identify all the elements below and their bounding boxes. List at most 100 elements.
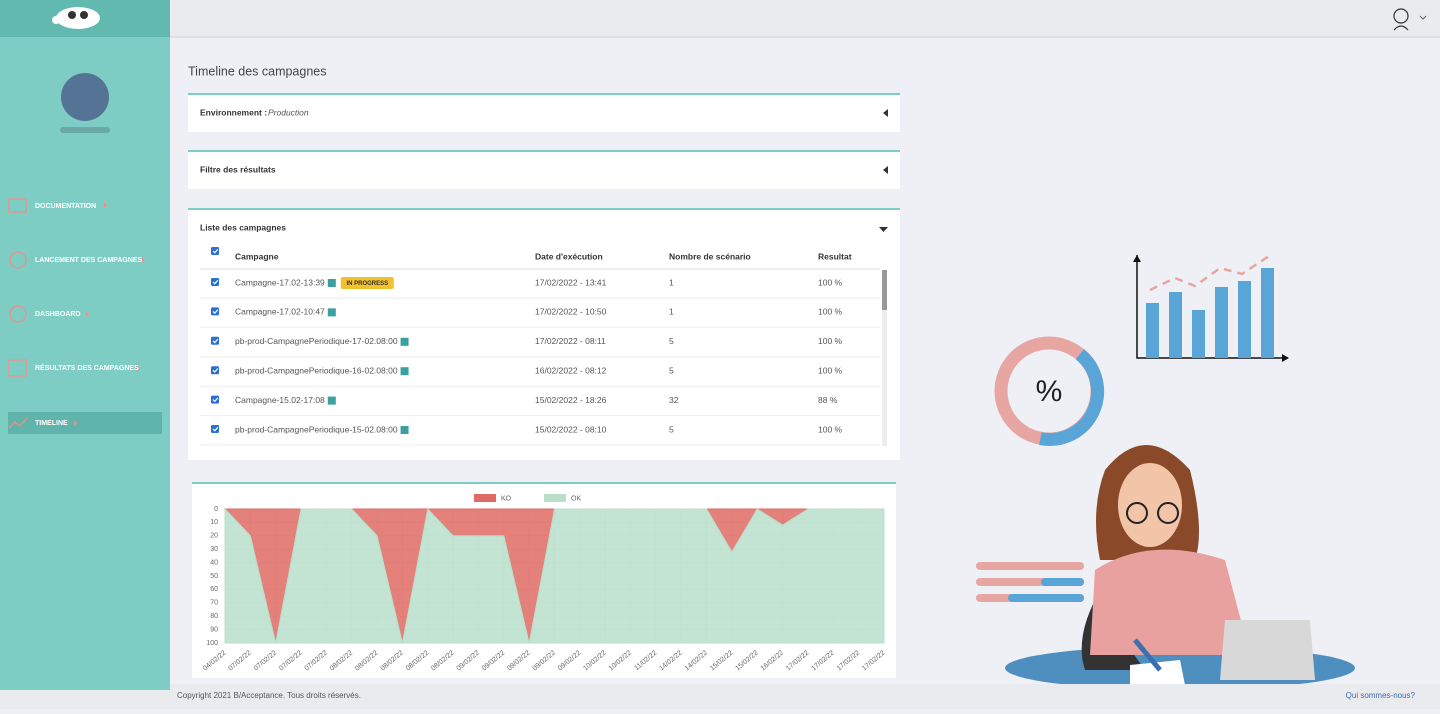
logo[interactable] — [52, 7, 100, 29]
footer — [170, 684, 1440, 709]
checkbox[interactable] — [211, 247, 219, 255]
checkbox-box — [211, 247, 219, 255]
environment-value: Production — [268, 107, 309, 117]
cell: 5 — [669, 365, 674, 375]
menu-icons — [8, 198, 28, 429]
environment-panel[interactable] — [188, 93, 900, 132]
cell: 1 — [669, 277, 674, 287]
cell: 17/02/2022 - 13:41 — [535, 277, 607, 287]
list-title: Liste des campagnes — [200, 222, 286, 232]
campaign-name[interactable]: pb-prod-CampagnePeriodique-15-02.08:00 — [235, 424, 398, 434]
edit-icon[interactable] — [400, 367, 409, 376]
cell: 15/02/2022 - 08:10 — [535, 424, 607, 434]
percent-symbol: % — [1036, 375, 1063, 408]
y-tick-label: 0 — [214, 506, 218, 513]
legend-swatch[interactable] — [544, 494, 566, 502]
user-menu[interactable] — [1393, 8, 1427, 31]
checkbox[interactable] — [211, 307, 219, 316]
menu-item[interactable]: RÉSULTATS DES CAMPAGNES — [35, 363, 139, 372]
edit-icon[interactable] — [400, 337, 409, 346]
campaign-name[interactable]: Campagne-17.02-10:47 — [235, 307, 325, 317]
legend-label[interactable]: KO — [501, 495, 512, 502]
campaign-name[interactable]: pb-prod-CampagnePeriodique-16-02.08:00 — [235, 365, 398, 375]
checkbox-box — [211, 425, 219, 433]
avatar — [61, 73, 109, 121]
cell: 5 — [669, 336, 674, 346]
checkbox[interactable] — [211, 278, 219, 286]
y-tick-label: 40 — [210, 559, 218, 566]
checkbox[interactable] — [211, 366, 219, 375]
legend-label[interactable]: OK — [571, 495, 581, 502]
page-title: Timeline des campagnes — [188, 64, 327, 78]
campaign-table: Campagne Date d'exécution Nombre de scénar… — [200, 247, 880, 446]
edit-icon[interactable] — [327, 279, 336, 287]
checkbox-tick — [212, 426, 219, 432]
status-badge — [340, 277, 394, 289]
y-tick-label: 90 — [210, 626, 218, 633]
cell: 32 — [669, 395, 679, 405]
y-tick-label: 50 — [210, 573, 218, 580]
chart-panel-border — [192, 482, 896, 484]
cell: 100 % — [818, 277, 843, 287]
footer-left — [0, 690, 170, 709]
column-header: Campagne — [235, 251, 279, 261]
top-bar-shadow — [170, 36, 1440, 38]
checkbox-tick — [212, 248, 219, 254]
y-tick-label: 100 — [206, 640, 218, 647]
y-tick-label: 20 — [210, 533, 218, 540]
cell: 100 % — [818, 365, 843, 375]
checkbox[interactable] — [211, 395, 219, 404]
cell: 16/02/2022 - 08:12 — [535, 365, 607, 375]
active-menu-bg — [8, 412, 162, 434]
filter-title: Filtre des résultats — [200, 164, 276, 174]
cell: 17/02/2022 - 10:50 — [535, 307, 607, 317]
menu-arrows — [74, 202, 145, 426]
copyright: Copyright 2021 B/Acceptance. Tous droits… — [177, 691, 361, 700]
column-header: Nombre de scénario — [669, 251, 751, 261]
column-header: Date d'exécution — [535, 251, 603, 261]
edit-icon[interactable] — [400, 426, 409, 434]
checkbox-box — [211, 395, 219, 404]
menu-item[interactable]: DASHBOARD — [35, 311, 81, 318]
y-tick-label: 60 — [210, 586, 218, 593]
list-panel — [188, 208, 900, 460]
column-header: Resultat — [818, 251, 852, 261]
checkbox-box — [211, 366, 219, 375]
checkbox-tick — [212, 279, 219, 285]
checkbox-box — [211, 307, 219, 316]
campaign-name[interactable]: Campagne-17.02-13:39 — [235, 277, 325, 287]
y-tick-label: 70 — [210, 600, 218, 607]
top-bar — [0, 0, 1440, 37]
y-tick-label: 80 — [210, 613, 218, 620]
menu-item[interactable]: LANCEMENT DES CAMPAGNES — [35, 257, 143, 264]
campaign-name[interactable]: pb-prod-CampagnePeriodique-17-02.08:00 — [235, 336, 398, 346]
username-blur — [60, 127, 110, 133]
cell: 17/02/2022 - 08:11 — [535, 336, 606, 346]
checkbox-tick — [212, 368, 219, 373]
checkbox-tick — [212, 338, 219, 344]
checkbox[interactable] — [211, 425, 219, 433]
edit-icon[interactable] — [327, 396, 336, 405]
filter-panel[interactable] — [188, 150, 900, 189]
checkbox-box — [211, 278, 219, 286]
area-series — [224, 507, 885, 644]
cell: 1 — [669, 307, 674, 317]
edit-icon[interactable] — [327, 308, 336, 317]
checkbox-tick — [212, 309, 219, 315]
checkbox-box — [211, 336, 219, 345]
cell: 100 % — [818, 336, 843, 346]
cell: 15/02/2022 - 18:26 — [535, 395, 607, 405]
status-badge-text: IN PROGRESS — [346, 281, 388, 287]
checkbox[interactable] — [211, 336, 219, 345]
legend-swatch[interactable] — [474, 494, 496, 502]
campaign-name[interactable]: Campagne-15.02-17:08 — [235, 395, 325, 405]
cell: 88 % — [818, 395, 838, 405]
about-link[interactable]: Qui sommes-nous? — [1346, 691, 1416, 700]
menu-item[interactable]: TIMELINE — [35, 420, 68, 427]
illustration — [976, 252, 1355, 690]
menu-item[interactable]: DOCUMENTATION — [35, 203, 96, 210]
y-tick-label: 10 — [210, 519, 218, 526]
environment-label: Environnement : — [200, 107, 267, 117]
cell: 5 — [669, 424, 674, 434]
